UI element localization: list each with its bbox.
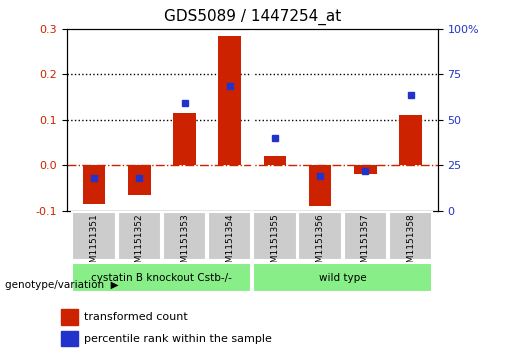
Text: percentile rank within the sample: percentile rank within the sample: [84, 334, 272, 344]
Text: GSM1151357: GSM1151357: [361, 213, 370, 274]
FancyBboxPatch shape: [253, 263, 432, 293]
Text: transformed count: transformed count: [84, 312, 188, 322]
FancyBboxPatch shape: [389, 212, 432, 260]
Text: GSM1151351: GSM1151351: [90, 213, 98, 274]
Text: GSM1151356: GSM1151356: [316, 213, 324, 274]
FancyBboxPatch shape: [253, 212, 297, 260]
FancyBboxPatch shape: [299, 212, 342, 260]
Bar: [61, 331, 78, 346]
FancyBboxPatch shape: [163, 212, 206, 260]
Bar: [83, 165, 106, 204]
Text: genotype/variation  ▶: genotype/variation ▶: [5, 280, 119, 290]
Text: GSM1151355: GSM1151355: [270, 213, 280, 274]
Text: GSM1151353: GSM1151353: [180, 213, 189, 274]
FancyBboxPatch shape: [117, 212, 161, 260]
Bar: [173, 113, 196, 165]
Bar: [128, 165, 150, 195]
Bar: [309, 165, 332, 206]
Title: GDS5089 / 1447254_at: GDS5089 / 1447254_at: [164, 9, 341, 25]
Text: GSM1151352: GSM1151352: [135, 213, 144, 274]
FancyBboxPatch shape: [73, 212, 116, 260]
Bar: [399, 115, 422, 165]
Bar: [354, 165, 376, 174]
Bar: [264, 156, 286, 165]
Bar: [218, 36, 241, 165]
Text: GSM1151354: GSM1151354: [225, 213, 234, 274]
FancyBboxPatch shape: [344, 212, 387, 260]
Text: cystatin B knockout Cstb-/-: cystatin B knockout Cstb-/-: [92, 273, 232, 283]
Bar: [61, 309, 78, 325]
Text: wild type: wild type: [319, 273, 367, 283]
Text: GSM1151358: GSM1151358: [406, 213, 415, 274]
FancyBboxPatch shape: [73, 263, 251, 293]
FancyBboxPatch shape: [208, 212, 251, 260]
